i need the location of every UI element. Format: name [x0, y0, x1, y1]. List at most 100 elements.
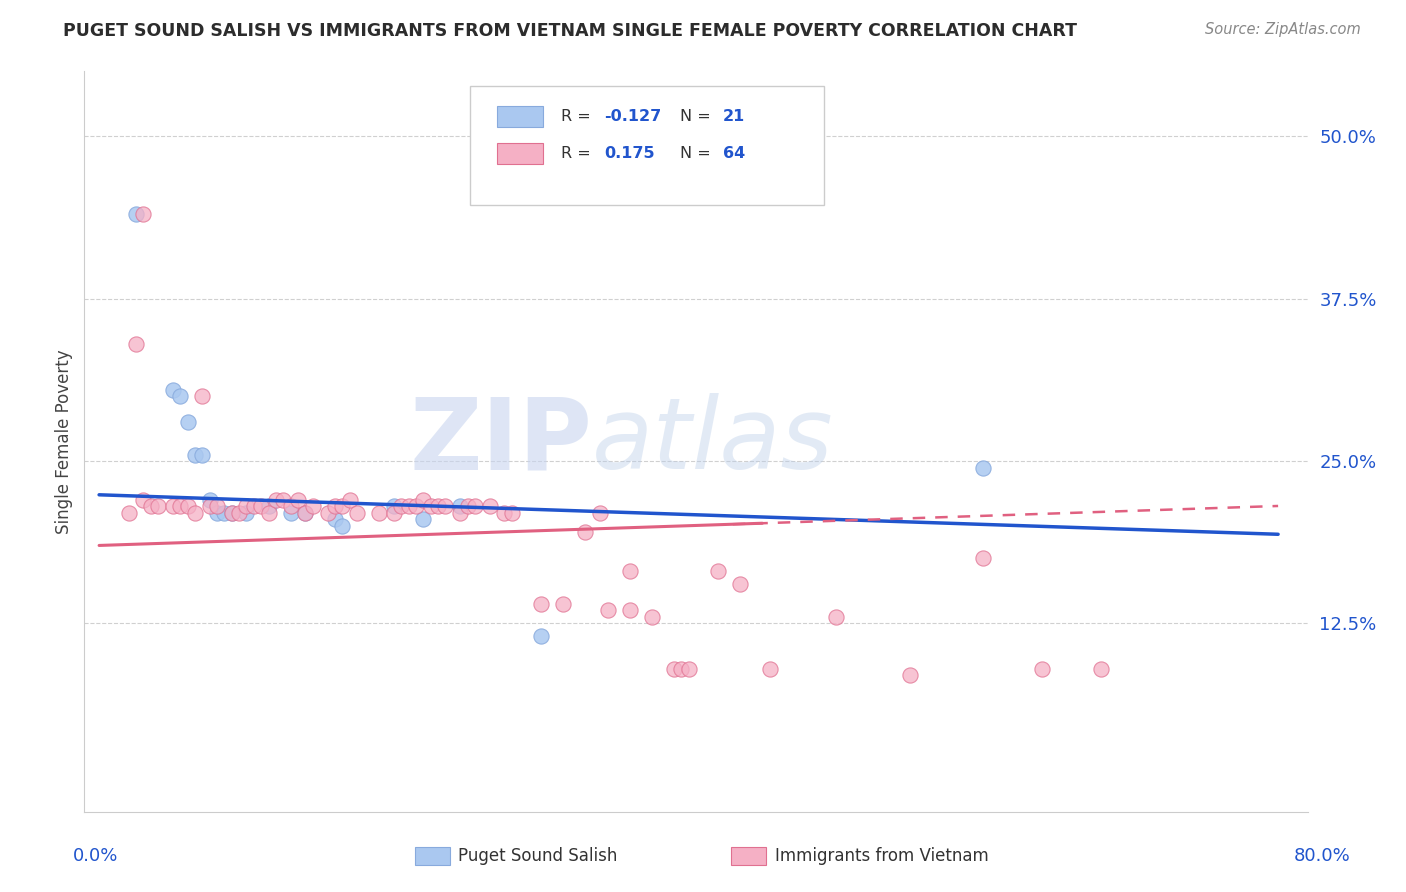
Point: [169, 389, 191, 403]
Point: [198, 493, 221, 508]
Text: 64: 64: [723, 146, 745, 161]
Point: [235, 506, 257, 520]
Point: [280, 500, 302, 514]
Point: [257, 506, 280, 520]
Point: [368, 506, 391, 520]
Text: Immigrants from Vietnam: Immigrants from Vietnam: [775, 847, 988, 865]
Point: [405, 500, 427, 514]
Text: Source: ZipAtlas.com: Source: ZipAtlas.com: [1205, 22, 1361, 37]
Point: [449, 506, 471, 520]
Point: [553, 597, 575, 611]
Text: N =: N =: [681, 109, 716, 124]
Point: [139, 500, 162, 514]
Point: [707, 565, 730, 579]
Point: [662, 662, 685, 676]
Text: ZIP: ZIP: [409, 393, 592, 490]
Point: [132, 493, 155, 508]
Point: [257, 500, 280, 514]
Point: [758, 662, 780, 676]
Point: [494, 506, 516, 520]
Point: [1031, 662, 1053, 676]
Point: [273, 493, 295, 508]
Point: [1090, 662, 1112, 676]
Point: [382, 500, 405, 514]
Point: [243, 500, 266, 514]
Point: [671, 662, 693, 676]
Point: [574, 525, 596, 540]
Text: PUGET SOUND SALISH VS IMMIGRANTS FROM VIETNAM SINGLE FEMALE POVERTY CORRELATION : PUGET SOUND SALISH VS IMMIGRANTS FROM VI…: [63, 22, 1077, 40]
Text: Puget Sound Salish: Puget Sound Salish: [458, 847, 617, 865]
Point: [339, 493, 361, 508]
Point: [235, 500, 257, 514]
Point: [205, 506, 228, 520]
Point: [412, 493, 434, 508]
Point: [184, 448, 207, 462]
Point: [264, 493, 287, 508]
Point: [146, 500, 169, 514]
Point: [398, 500, 420, 514]
FancyBboxPatch shape: [496, 144, 543, 164]
Point: [330, 519, 353, 533]
Point: [449, 500, 471, 514]
Point: [323, 500, 346, 514]
Point: [427, 500, 450, 514]
Point: [530, 629, 553, 643]
Point: [972, 551, 994, 566]
Point: [132, 207, 155, 221]
Point: [530, 597, 553, 611]
Point: [228, 506, 250, 520]
Point: [191, 389, 214, 403]
Point: [464, 500, 486, 514]
Point: [382, 506, 405, 520]
Point: [294, 506, 316, 520]
Point: [198, 500, 221, 514]
Point: [117, 506, 139, 520]
Text: N =: N =: [681, 146, 716, 161]
Point: [678, 662, 700, 676]
Point: [176, 415, 198, 429]
Point: [589, 506, 612, 520]
FancyBboxPatch shape: [470, 87, 824, 204]
Point: [596, 603, 619, 617]
Point: [221, 506, 243, 520]
Point: [825, 610, 848, 624]
Point: [301, 500, 323, 514]
Point: [184, 506, 207, 520]
Point: [176, 500, 198, 514]
Point: [205, 500, 228, 514]
Point: [419, 500, 441, 514]
Point: [214, 506, 236, 520]
Text: 0.175: 0.175: [605, 146, 655, 161]
Point: [287, 493, 309, 508]
Point: [280, 506, 302, 520]
Point: [169, 500, 191, 514]
Point: [457, 500, 479, 514]
Point: [162, 500, 184, 514]
Point: [412, 512, 434, 526]
Text: R =: R =: [561, 146, 596, 161]
Text: R =: R =: [561, 109, 596, 124]
Point: [294, 506, 316, 520]
Text: 21: 21: [723, 109, 745, 124]
Point: [501, 506, 523, 520]
Point: [330, 500, 353, 514]
Point: [619, 565, 641, 579]
Point: [346, 506, 368, 520]
Point: [389, 500, 412, 514]
Point: [434, 500, 457, 514]
Point: [898, 668, 921, 682]
Point: [619, 603, 641, 617]
Point: [221, 506, 243, 520]
Text: -0.127: -0.127: [605, 109, 661, 124]
Text: atlas: atlas: [592, 393, 834, 490]
Point: [728, 577, 751, 591]
Point: [191, 448, 214, 462]
Text: 80.0%: 80.0%: [1294, 847, 1350, 865]
Point: [316, 506, 339, 520]
Point: [125, 337, 148, 351]
Point: [323, 512, 346, 526]
Point: [125, 207, 148, 221]
Point: [162, 383, 184, 397]
Point: [972, 460, 994, 475]
Point: [250, 500, 273, 514]
